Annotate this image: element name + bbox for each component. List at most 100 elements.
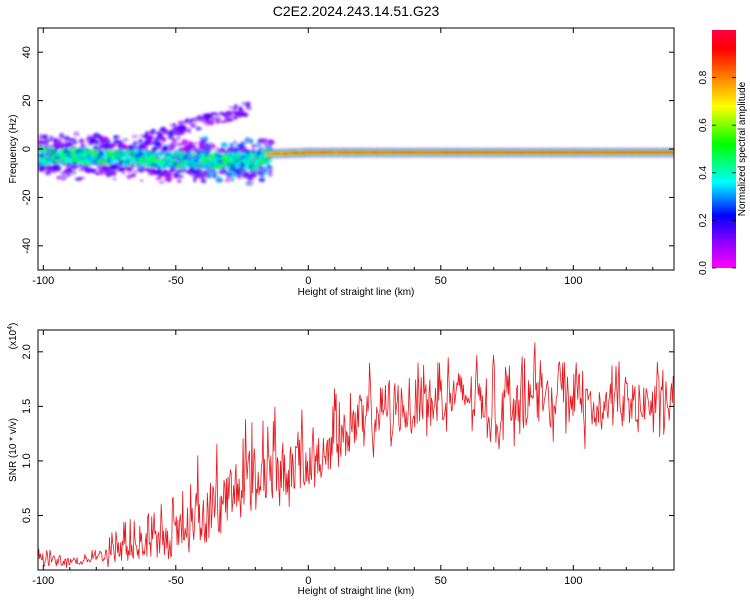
heatmap-cell	[214, 112, 220, 117]
heatmap-cell	[628, 151, 631, 154]
heatmap-cell	[379, 151, 381, 154]
heatmap-cell	[518, 151, 520, 154]
heatmap-cell	[352, 151, 354, 154]
colorbar-label: Normalized spectral amplitude	[737, 81, 748, 216]
heatmap-cell	[360, 151, 363, 154]
heatmap-cell	[145, 130, 153, 135]
heatmap-cell	[424, 151, 427, 154]
heatmap-cell	[245, 165, 249, 171]
heatmap-cell	[200, 153, 206, 158]
heatmap-cell	[455, 151, 457, 154]
heatmap-cell	[45, 159, 51, 164]
heatmap-cell	[220, 142, 229, 147]
heatmap-cell	[391, 151, 393, 154]
heatmap-cell	[465, 151, 467, 154]
heatmap-cell	[358, 151, 361, 154]
heatmap-cell	[283, 152, 286, 155]
heatmap-cell	[114, 155, 121, 158]
heatmap-cell	[533, 151, 535, 154]
heatmap-cell	[591, 151, 594, 154]
heatmap-cell	[476, 151, 478, 154]
heatmap-cell	[588, 151, 591, 154]
heatmap-cell	[107, 157, 111, 161]
heatmap-cell	[485, 151, 488, 154]
heatmap-cell	[380, 151, 382, 154]
heatmap-cell	[167, 156, 172, 160]
heatmap-cell	[233, 107, 237, 111]
heatmap-cell	[217, 166, 223, 170]
heatmap-cell	[256, 151, 261, 156]
heatmap-cell	[508, 151, 511, 154]
heatmap-cell	[581, 151, 583, 154]
heatmap-cell	[582, 151, 584, 154]
heatmap-cell	[467, 151, 469, 154]
heatmap-cell	[131, 134, 139, 139]
heatmap-cell	[292, 151, 295, 155]
heatmap-cell	[239, 157, 244, 162]
heatmap-cell	[416, 151, 418, 154]
heatmap-cell	[270, 152, 273, 156]
heatmap-cell	[603, 151, 606, 154]
heatmap-cell	[75, 149, 82, 152]
heatmap-cell	[151, 140, 159, 144]
heatmap-cell	[273, 152, 275, 156]
heatmap-cell	[110, 169, 114, 176]
heatmap-cell	[411, 151, 414, 154]
heatmap-cell	[329, 151, 332, 154]
heatmap-cell	[165, 162, 168, 165]
heatmap-cell	[126, 174, 133, 180]
heatmap-cell	[211, 119, 215, 125]
heatmap-cell	[602, 151, 605, 154]
heatmap-cell	[327, 151, 329, 154]
heatmap-cell	[394, 151, 397, 154]
heatmap-cell	[664, 151, 667, 154]
heatmap-cell	[121, 158, 126, 161]
heatmap-cell	[426, 151, 428, 154]
heatmap-cell	[377, 151, 379, 154]
heatmap-cell	[404, 151, 406, 154]
heatmap-cell	[671, 151, 673, 154]
heatmap-cell	[252, 165, 257, 171]
heatmap-cell	[287, 151, 289, 155]
heatmap-cell	[143, 159, 147, 164]
heatmap-cell	[562, 151, 565, 154]
heatmap-cell	[236, 162, 241, 165]
heatmap-cell	[105, 162, 111, 165]
heatmap-cell	[159, 127, 164, 133]
heatmap-cell	[577, 151, 580, 154]
heatmap-cell	[659, 151, 661, 154]
heatmap-cell	[266, 144, 273, 149]
heatmap-cell	[139, 145, 145, 149]
heatmap-cell	[189, 172, 198, 177]
heatmap-cell	[464, 151, 466, 154]
heatmap-cell	[177, 143, 185, 146]
heatmap-cell	[362, 151, 364, 154]
heatmap-cell	[408, 151, 411, 154]
heatmap-cell	[524, 151, 527, 154]
heatmap-cell	[178, 174, 184, 179]
heatmap-cell	[49, 135, 54, 140]
heatmap-cell	[196, 170, 200, 175]
heatmap-cell	[221, 112, 228, 116]
heatmap-cell	[600, 151, 603, 154]
heatmap-cell	[86, 134, 92, 140]
heatmap-cell	[200, 177, 205, 183]
heatmap-cell	[418, 151, 421, 154]
heatmap-cell	[482, 151, 485, 154]
heatmap-cell	[599, 151, 602, 154]
heatmap-cell	[128, 145, 133, 149]
heatmap-cell	[145, 164, 152, 167]
heatmap-cell	[235, 158, 239, 162]
heatmap-cell	[195, 155, 199, 159]
heatmap-cell	[227, 153, 230, 157]
heatmap-cell	[70, 151, 77, 157]
spectrogram-x-tick-label: 50	[435, 275, 447, 287]
heatmap-cell	[385, 151, 388, 154]
heatmap-cell	[138, 157, 143, 162]
heatmap-cell	[94, 172, 100, 176]
heatmap-cell	[417, 151, 419, 154]
heatmap-cell	[197, 161, 200, 164]
heatmap-cell	[468, 151, 470, 154]
heatmap-cell	[431, 151, 434, 154]
heatmap-cell	[481, 151, 483, 154]
